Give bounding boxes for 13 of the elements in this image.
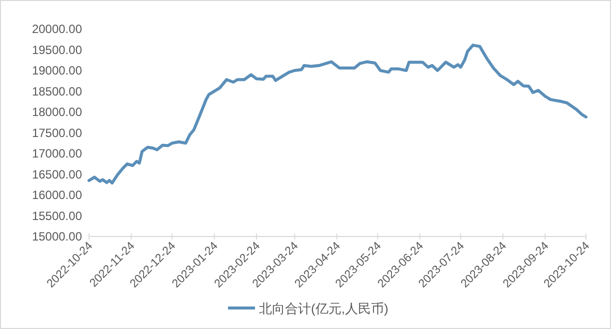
line-series bbox=[88, 44, 588, 184]
y-tick-label: 18000.00 bbox=[32, 105, 82, 119]
y-tick-label: 19500.00 bbox=[32, 42, 82, 57]
y-tick-label: 16500.00 bbox=[32, 167, 82, 182]
y-tick-label: 17000.00 bbox=[32, 146, 82, 160]
y-tick-label: 18500.00 bbox=[32, 84, 82, 98]
y-tick-label: 16000.00 bbox=[32, 188, 82, 202]
y-tick-label: 17500.00 bbox=[32, 126, 82, 140]
legend-label: 北向合计(亿元,人民币) bbox=[259, 301, 388, 316]
y-tick-label: 15500.00 bbox=[32, 208, 82, 223]
y-tick-label: 19000.00 bbox=[32, 64, 82, 78]
y-tick-label: 20000.00 bbox=[32, 22, 82, 36]
y-tick-label: 15000.00 bbox=[32, 230, 82, 244]
